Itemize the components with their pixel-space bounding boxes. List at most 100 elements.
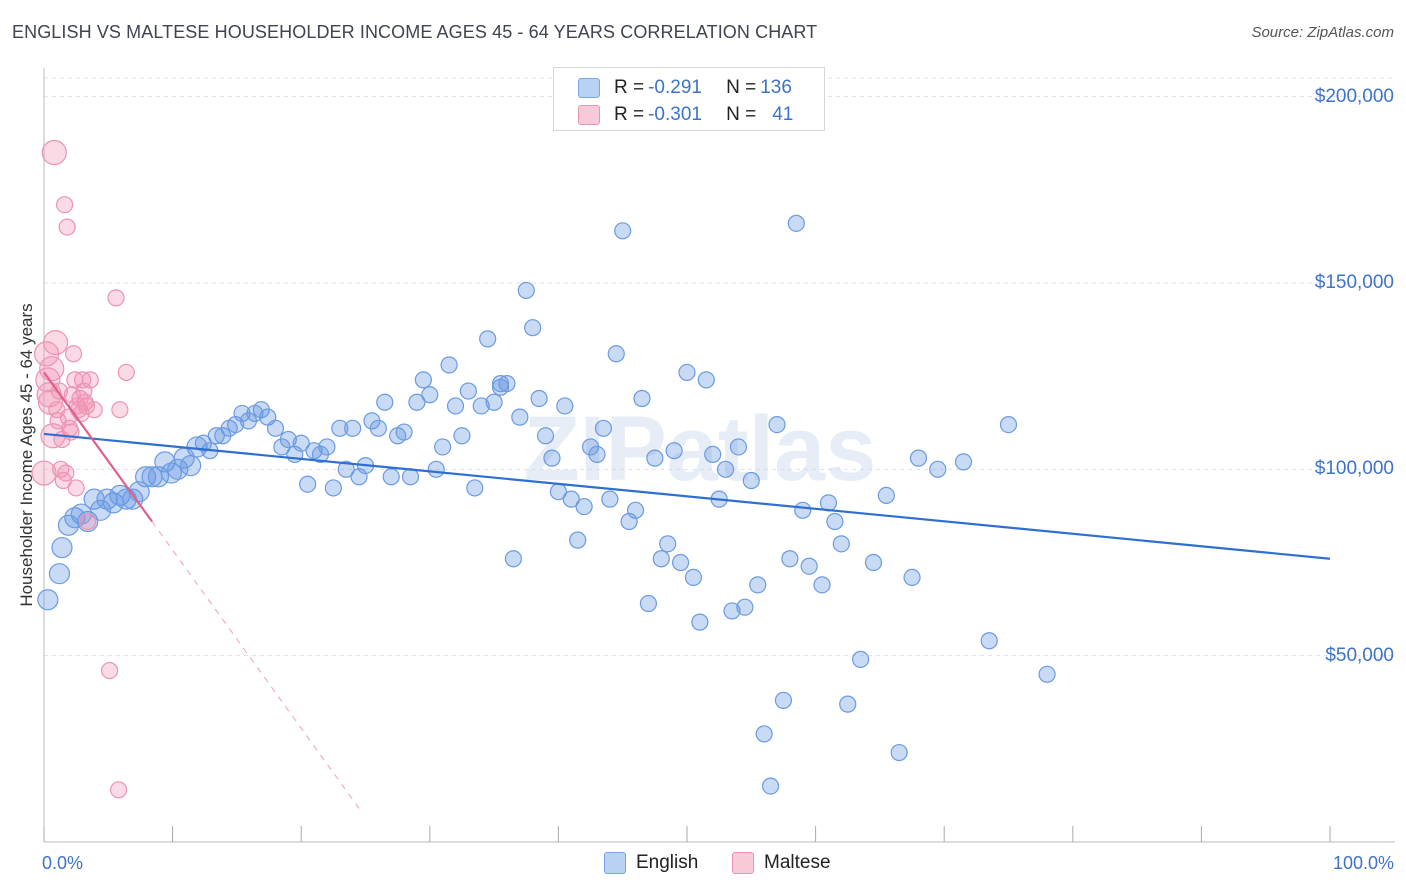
correlation-legend: R = -0.291 N = 136 R = -0.301 N = 41: [553, 67, 825, 131]
english-point: [691, 613, 709, 631]
english-point: [607, 345, 625, 363]
r-value-english: -0.291: [648, 77, 702, 98]
english-point: [794, 501, 812, 519]
english-point: [51, 536, 73, 559]
english-point: [659, 535, 677, 553]
grid-lines: [44, 77, 1395, 657]
english-point: [89, 499, 112, 521]
legend-label-english: English: [636, 852, 699, 873]
maltese-swatch-icon: [578, 105, 600, 125]
english-point: [408, 393, 426, 411]
r-label: R =: [614, 104, 645, 125]
english-point: [729, 438, 748, 456]
maltese-swatch-icon: [732, 852, 754, 874]
y-tick-label: $150,000: [1314, 271, 1394, 293]
legend-item-maltese[interactable]: Maltese: [732, 852, 831, 874]
legend-item-english[interactable]: English: [604, 852, 698, 874]
english-point: [588, 445, 606, 464]
english-point: [929, 460, 947, 478]
english-point: [369, 419, 387, 437]
english-point: [434, 438, 452, 456]
english-point: [382, 468, 400, 486]
english-point: [723, 602, 741, 620]
english-point: [324, 479, 342, 497]
english-point: [48, 563, 71, 585]
english-point: [999, 415, 1018, 434]
english-point: [646, 449, 664, 467]
english-point: [543, 449, 561, 467]
maltese-point: [85, 401, 103, 419]
english-point: [479, 330, 497, 348]
english-point: [279, 430, 297, 449]
english-point: [472, 397, 490, 415]
english-point: [395, 423, 413, 441]
english-point: [562, 490, 580, 508]
english-point: [459, 382, 477, 400]
english-point: [704, 445, 722, 464]
english-point: [134, 466, 157, 488]
english-swatch-icon: [578, 78, 600, 98]
source-label: Source: ZipAtlas.com: [1251, 24, 1394, 41]
english-point: [517, 281, 535, 300]
english-point: [414, 371, 432, 389]
english-point: [852, 650, 870, 668]
english-point: [652, 550, 670, 568]
english-point: [755, 725, 773, 743]
x-tick-min: 0.0%: [42, 853, 84, 873]
x-tick-max: 100.0%: [1332, 853, 1394, 873]
maltese-point: [57, 464, 75, 482]
english-point: [337, 460, 355, 478]
english-point: [787, 214, 805, 232]
english-point: [504, 550, 522, 568]
english-trend-line: [43, 432, 1331, 560]
english-point: [954, 453, 973, 471]
english-point: [839, 695, 857, 713]
english-point: [594, 419, 613, 437]
maltese-point: [42, 330, 69, 356]
maltese-point: [41, 139, 67, 166]
english-point: [813, 576, 831, 594]
english-point: [633, 389, 651, 408]
maltese-point: [58, 218, 76, 236]
english-point: [530, 389, 548, 408]
english-point: [980, 632, 998, 650]
english-point: [639, 594, 658, 613]
maltese-point: [81, 371, 99, 389]
english-point: [376, 393, 394, 411]
english-point: [671, 553, 690, 572]
n-label: N =: [726, 104, 757, 125]
english-point: [890, 743, 908, 762]
english-point: [903, 568, 921, 586]
english-point: [1038, 665, 1056, 683]
english-point: [485, 393, 503, 411]
english-point: [614, 222, 632, 240]
english-point: [292, 434, 310, 452]
english-point: [318, 438, 336, 456]
maltese-point: [79, 512, 97, 531]
english-point: [266, 419, 285, 437]
n-label: N =: [726, 77, 757, 98]
english-point: [536, 427, 555, 445]
english-point: [678, 363, 696, 382]
english-point: [180, 454, 202, 477]
english-point: [569, 531, 587, 549]
maltese-point: [100, 661, 119, 680]
y-tick-label: $200,000: [1314, 85, 1394, 107]
english-point: [37, 589, 59, 611]
english-point: [440, 356, 458, 374]
legend-row-english: R = -0.291 N = 136: [578, 77, 792, 99]
english-point: [761, 777, 780, 795]
english-point: [877, 486, 895, 505]
r-value-maltese: -0.301: [648, 104, 702, 125]
maltese-trend-extension: [151, 521, 360, 809]
maltese-point: [107, 289, 125, 307]
english-swatch-icon: [604, 852, 626, 874]
english-point: [466, 479, 484, 497]
english-point: [781, 550, 799, 568]
r-label: R =: [614, 77, 645, 98]
english-point: [427, 460, 445, 478]
legend-row-maltese: R = -0.301 N = 41: [578, 104, 793, 126]
axes: [43, 68, 1395, 843]
english-point: [453, 427, 471, 445]
